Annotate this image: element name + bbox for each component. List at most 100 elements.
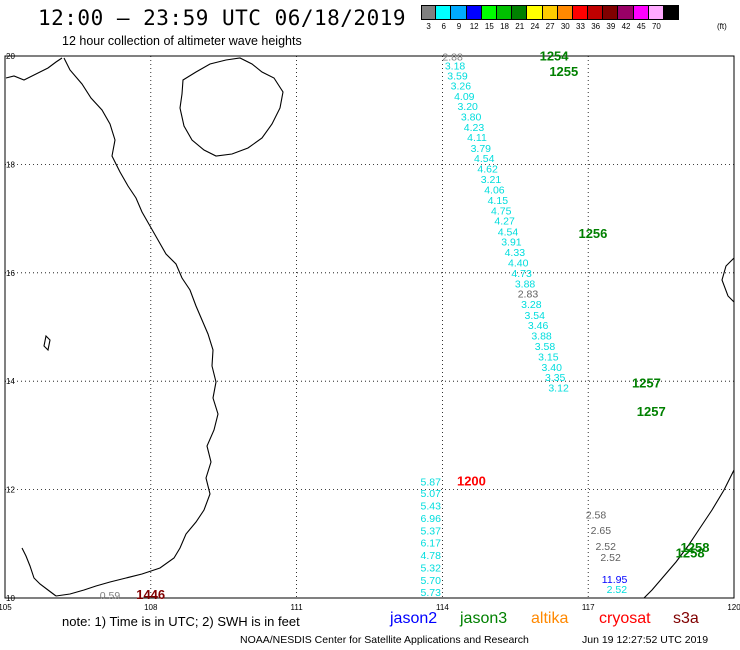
lon-tick-label: 105 [0, 603, 12, 612]
swh-observation: 6.96 [421, 513, 442, 525]
lon-tick-label: 117 [582, 603, 595, 612]
pass-time-label: 1256 [578, 226, 607, 241]
pass-time-label: 1258 [676, 545, 705, 560]
legend-swatch [648, 5, 664, 20]
swh-observation: 5.07 [421, 488, 442, 500]
legend-swatch [496, 5, 513, 20]
swh-observation: 3.35 [545, 372, 566, 384]
sat-s3a: s3a [673, 610, 699, 627]
legend-swatch [421, 5, 437, 20]
lon-tick-label: 108 [144, 603, 158, 612]
swh-observation: 3.40 [542, 362, 563, 374]
swh-observation: 3.59 [447, 70, 468, 82]
swh-observation: 5.73 [421, 587, 442, 599]
legend-label: 27 [545, 22, 555, 31]
swh-observation: 5.37 [421, 526, 442, 538]
legend-swatch [466, 5, 482, 20]
swh-observation: 3.15 [538, 352, 559, 364]
swh-observation: 4.27 [494, 216, 515, 228]
lon-tick-label: 120 [727, 603, 740, 612]
swh-observation: 3.54 [525, 310, 546, 322]
credit-line: NOAA/NESDIS Center for Satellite Applica… [240, 634, 529, 646]
swh-observation: 5.43 [421, 501, 442, 513]
lat-tick-label: 12 [6, 486, 15, 495]
legend-label: 15 [484, 22, 494, 31]
pass-time-label: 1200 [457, 473, 486, 488]
legend-label: 3 [426, 22, 431, 31]
swh-observation: 3.26 [451, 81, 472, 93]
swh-observation: 3.20 [457, 101, 478, 113]
legend-swatch [572, 5, 589, 20]
swh-observation: 3.91 [501, 237, 522, 249]
gulf-of-thailand-coast [5, 57, 63, 81]
swh-observation: 3.21 [481, 174, 502, 186]
legend-label: 36 [591, 22, 601, 31]
swh-observation: 4.75 [491, 205, 512, 217]
lat-tick-label: 10 [6, 594, 15, 603]
swh-observation: 3.88 [515, 278, 536, 290]
map-subtitle: 12 hour collection of altimeter wave hei… [62, 34, 302, 48]
lat-tick-label: 16 [6, 269, 15, 278]
legend-label: 18 [500, 22, 509, 31]
palawan-coast [643, 469, 735, 599]
swh-observation: 2.83 [518, 289, 539, 301]
legend-label: 6 [441, 22, 446, 31]
legend-swatch [527, 5, 543, 20]
legend-label: 39 [606, 22, 616, 31]
swh-observation: 4.73 [511, 268, 532, 280]
pass-time-label: 1254 [540, 48, 570, 63]
swh-observation: 5.70 [421, 575, 442, 587]
legend-swatch [542, 5, 558, 20]
swh-observation: 6.17 [421, 538, 442, 550]
sat-altika: altika [531, 610, 569, 627]
units-note: note: 1) Time is in UTC; 2) SWH is in fe… [62, 614, 300, 629]
swh-observation: 2.52 [595, 541, 616, 553]
swh-observation: 4.40 [508, 257, 529, 269]
swh-observation: 3.18 [445, 61, 466, 73]
swh-observation: 4.62 [477, 164, 498, 176]
swh-observation: 4.54 [474, 153, 495, 165]
legend-label: 42 [621, 22, 631, 31]
legend-swatch [603, 5, 619, 20]
swh-observation: 3.28 [521, 299, 542, 311]
swh-observation: 4.11 [467, 132, 487, 144]
swh-observation: 3.88 [531, 330, 552, 342]
swh-observation: 2.52 [607, 584, 628, 596]
legend-label: 24 [530, 22, 540, 31]
legend-swatch [512, 5, 528, 20]
legend-swatch [557, 5, 573, 20]
legend-label: 30 [560, 22, 570, 31]
phuquoc-island [43, 334, 51, 352]
legend-swatch [481, 5, 497, 20]
swh-observation: 3.80 [461, 111, 482, 123]
vietnam-coastline [55, 57, 219, 597]
sat-jason3: jason3 [460, 610, 508, 627]
hainan-island [179, 57, 284, 157]
swh-observation: 4.54 [498, 226, 519, 238]
altimeter-tracks: 2.883.183.593.264.093.203.804.234.113.79… [100, 48, 710, 602]
pass-time-label: 1257 [637, 404, 666, 419]
legend-label: 9 [456, 22, 462, 31]
legend-label: 45 [636, 22, 646, 31]
lon-tick-label: 114 [436, 603, 449, 612]
legend-swatch [664, 5, 680, 20]
legend-swatch [588, 5, 604, 20]
map-title: 12:00 – 23:59 UTC 06/18/2019 [38, 6, 407, 30]
swh-observation: 2.52 [600, 552, 621, 564]
swh-observation: 3.46 [528, 320, 549, 332]
legend-label: 12 [469, 22, 479, 31]
pass-time-label: 1258 [681, 540, 710, 555]
pass-time-label: 1446 [136, 587, 165, 602]
swh-observation: 3.58 [535, 341, 556, 353]
swh-observation: 5.87 [421, 476, 442, 488]
legend-swatch [451, 5, 467, 20]
swh-observation: 3.12 [548, 382, 569, 394]
generation-timestamp: Jun 19 12:27:52 UTC 2019 [582, 634, 709, 646]
swh-observation: 4.78 [421, 550, 442, 562]
swh-observation: 4.23 [464, 122, 485, 134]
lat-tick-label: 20 [6, 52, 15, 61]
swh-observation: 2.58 [586, 509, 607, 521]
pass-time-label: 1255 [549, 64, 578, 79]
legend-swatch [633, 5, 649, 20]
